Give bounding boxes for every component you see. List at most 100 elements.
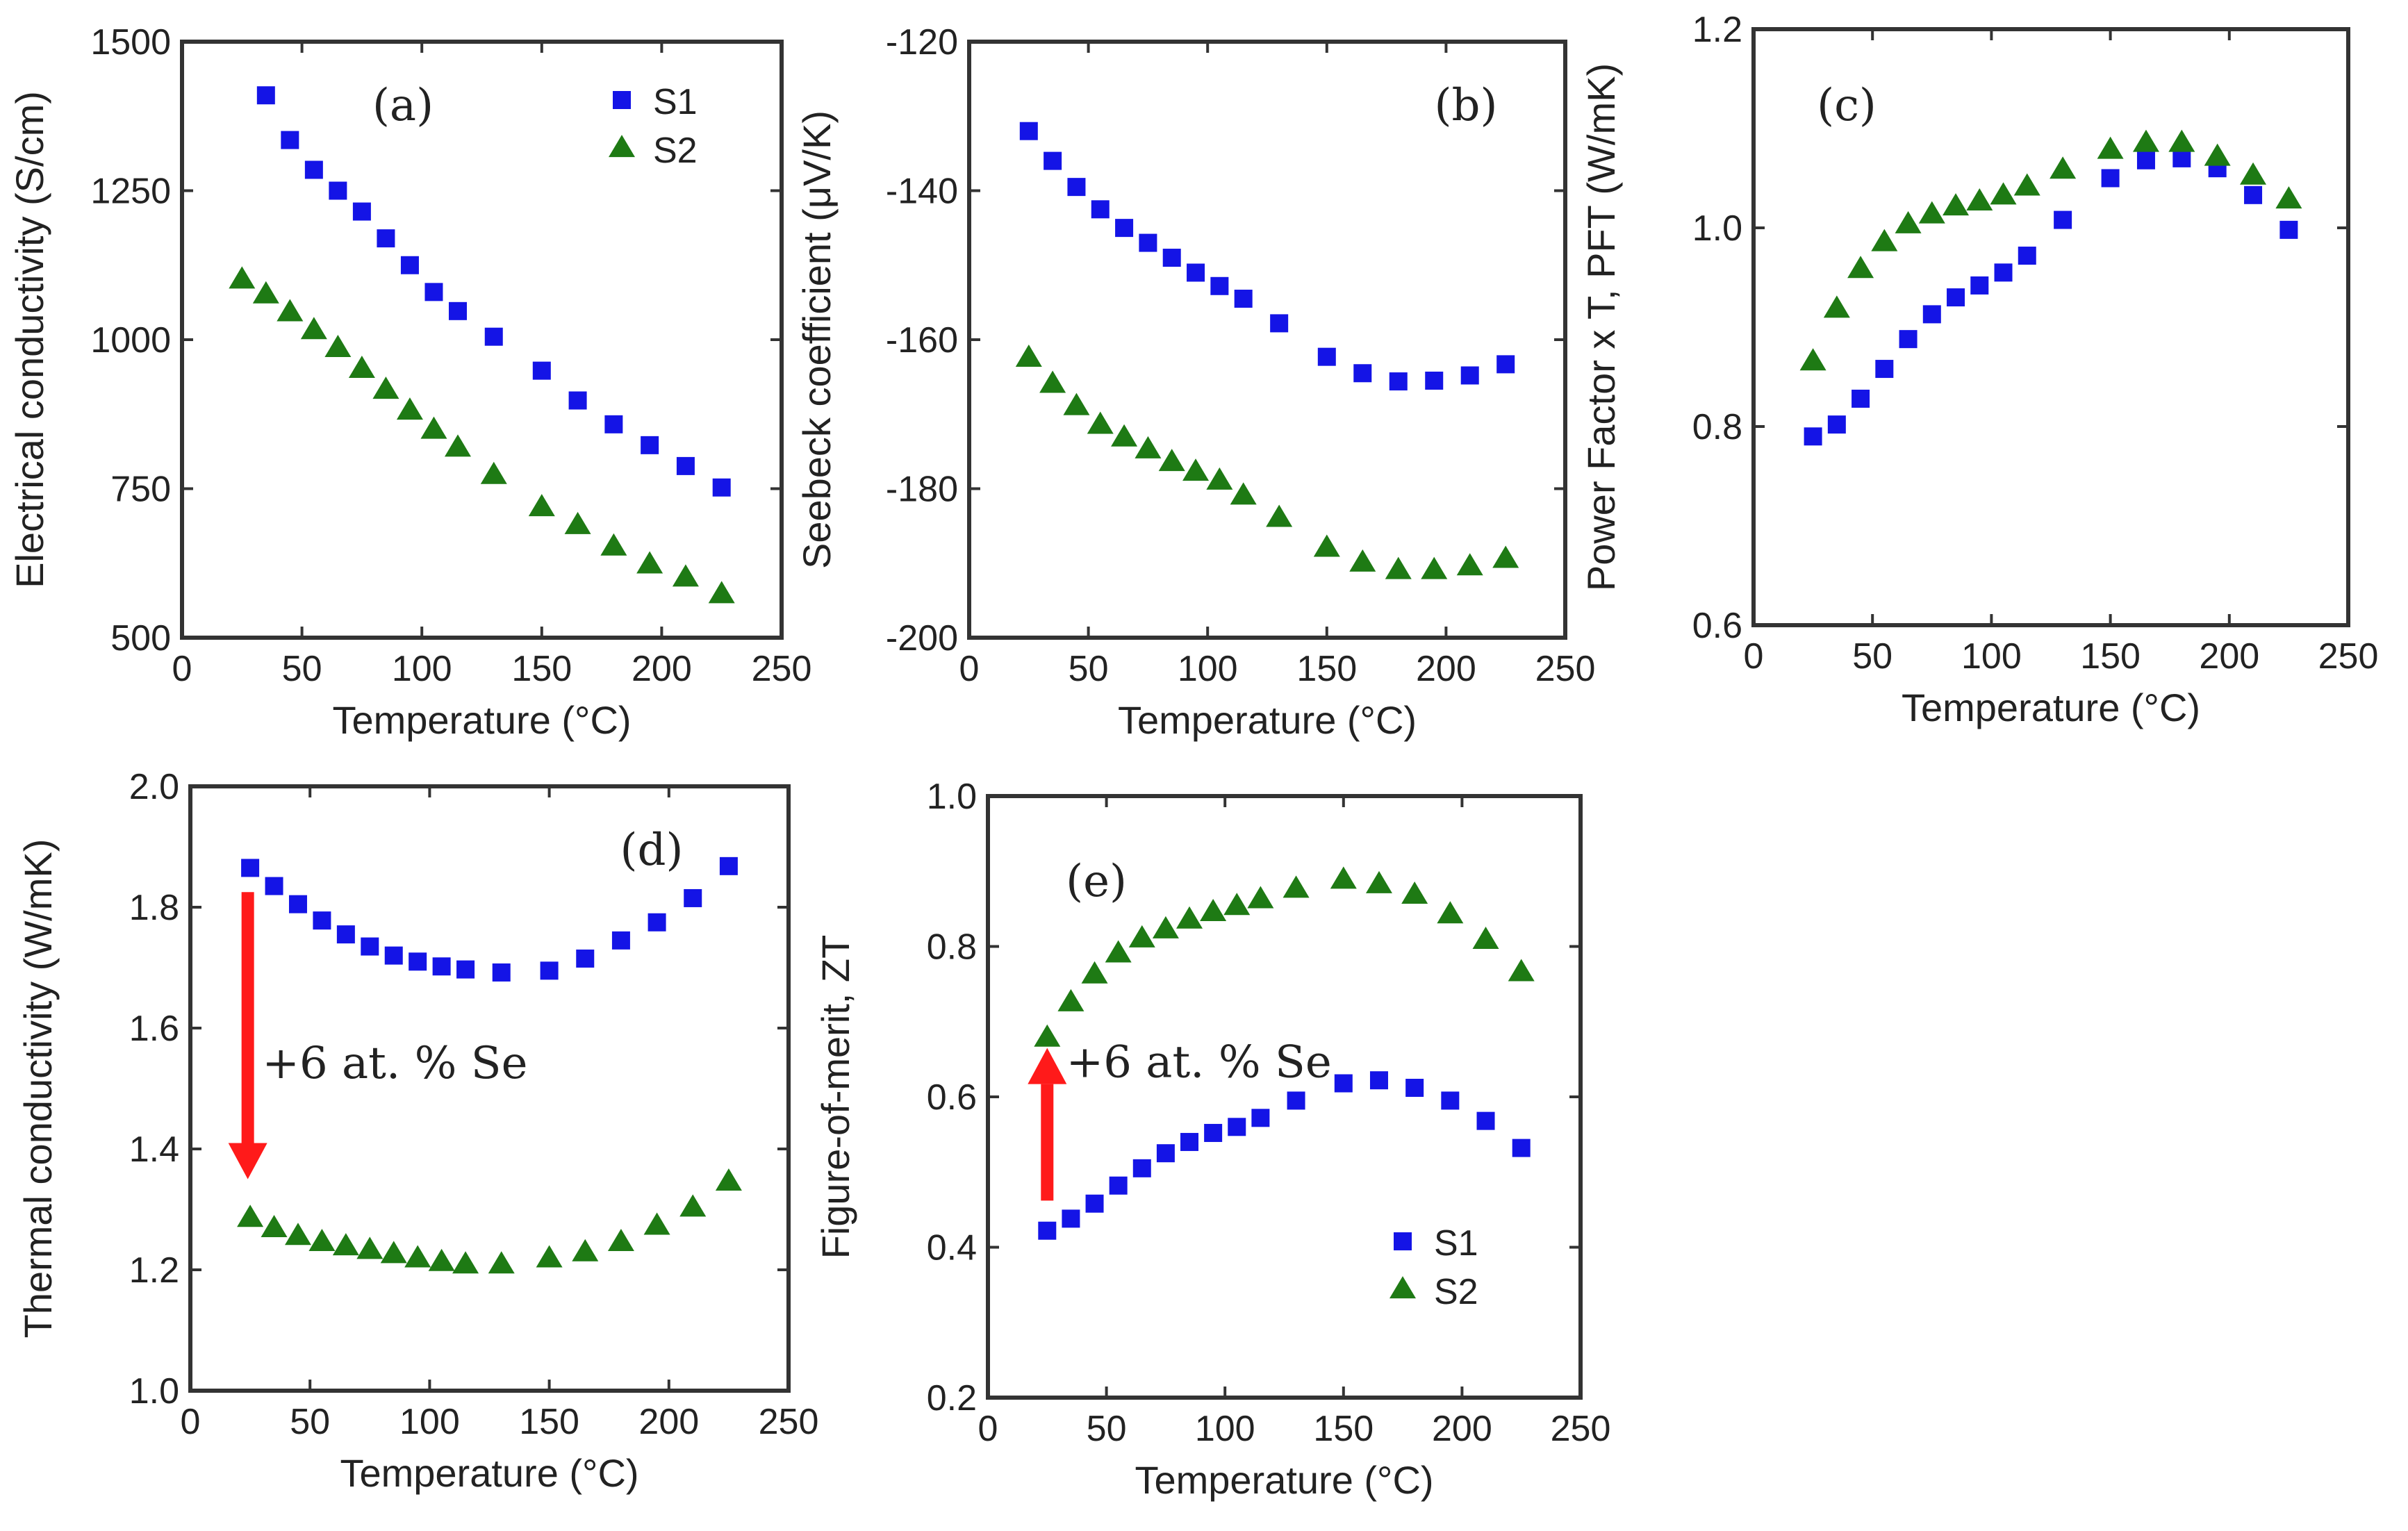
panel-e-xtick-label: 50 [1087, 1409, 1127, 1449]
panel-c-series-S2 [1799, 129, 2302, 371]
panel-b-tag: (b) [1435, 80, 1498, 131]
panel-a-ytick-label: 1000 [90, 320, 171, 361]
panel-a-tag: (a) [372, 80, 434, 131]
panel-c-s2-point [2168, 129, 2195, 152]
panel-d-ytick-label: 1.4 [129, 1129, 179, 1170]
panel-e-s2-point [1437, 901, 1464, 924]
panel-b-ytick-label: -200 [886, 618, 958, 659]
panel-e-legend-s1-label: S1 [1434, 1223, 1478, 1264]
panel-b-s2-point [1158, 449, 1185, 472]
panel-a-legend-s2-label: S2 [653, 131, 698, 171]
panel-d-xtick-label: 100 [399, 1402, 460, 1442]
panel-a-legend-s1-label: S1 [653, 82, 698, 122]
panel-d-s2-point [452, 1251, 479, 1274]
panel-e-ytick-label: 0.8 [927, 927, 977, 968]
panel-a-s1-point [256, 86, 275, 105]
panel-d-ytick-label: 1.8 [129, 888, 179, 928]
panel-d-ylabel: Thermal conductivity (W/mK) [16, 839, 60, 1339]
panel-e-s1-point [1334, 1074, 1353, 1093]
panel-e-s1-point [1287, 1091, 1305, 1110]
panel-a-s1-point [568, 391, 587, 410]
panel-a-ytick-label: 1500 [90, 22, 171, 63]
panel-e-s1-point [1038, 1221, 1057, 1240]
panel-b-s2-point [1087, 411, 1114, 434]
panel-d-note: +6 at. % Se [262, 1038, 527, 1089]
panel-e-s1-point [1062, 1209, 1080, 1228]
panel-c-s2-point [2204, 143, 2231, 166]
panel-c-s2-point [2132, 129, 2159, 152]
panel-d-tag: (d) [620, 825, 684, 876]
panel-d-s2-point [572, 1239, 599, 1261]
panel-b-s2-point [1266, 504, 1293, 527]
panel-c-xtick-label: 50 [1852, 636, 1892, 677]
panel-e-xtick-label: 0 [978, 1409, 998, 1449]
panel-e-s1-point [1180, 1132, 1199, 1151]
panel-b-s1-point [1317, 347, 1336, 366]
panel-a-s2-point [600, 533, 627, 556]
panel-e-ytick-label: 0.2 [927, 1378, 977, 1418]
panel-a-xtick-label: 100 [392, 649, 452, 689]
panel-e-s1-point [1109, 1176, 1128, 1195]
panel-d-s1-point [492, 963, 511, 982]
panel-e-s1-point [1132, 1159, 1151, 1177]
panel-e-xlabel: Temperature (°C) [1135, 1458, 1433, 1502]
panel-b-s1-point [1234, 290, 1253, 308]
panel-c-s2-point [2097, 136, 2124, 159]
panel-d-xlabel: Temperature (°C) [340, 1451, 638, 1495]
panel-c-frame [1751, 27, 2350, 627]
panel-a-s2-point [324, 335, 352, 358]
panel-e-s2-point [1223, 893, 1251, 916]
panel-d-s1-point [265, 877, 283, 895]
panel-b-ytick-label: -120 [886, 22, 958, 63]
panel-d-s2-point [284, 1223, 311, 1246]
panel-b-s2-point [1135, 436, 1162, 458]
panel-a-s1-point [281, 131, 299, 149]
panel-a-s2-point [480, 461, 507, 484]
panel-b-s2-point [1456, 553, 1483, 576]
panel-b-s1-point [1187, 263, 1205, 282]
panel-a-s1-point [604, 415, 623, 433]
panel-c-xtick-label: 100 [1961, 636, 2022, 677]
panel-e-s2-point [1152, 916, 1179, 938]
panel-e-s1-point [1204, 1123, 1223, 1142]
panel-d-s2-point [332, 1233, 359, 1256]
panel-b-series-S2 [1015, 344, 1519, 579]
panel-c-series-S1 [1804, 149, 2298, 446]
panel-b-s2-point [1111, 424, 1138, 447]
panel-e-note: +6 at. % Se [1066, 1036, 1332, 1088]
panel-d-xtick-label: 250 [759, 1402, 819, 1442]
panel-b-xtick-label: 100 [1178, 649, 1238, 689]
panel-b-xtick-label: 200 [1416, 649, 1476, 689]
panel-d-series-S1 [241, 856, 738, 982]
panel-a-s1-point [377, 229, 395, 248]
panel-e-s1-point [1476, 1111, 1495, 1130]
panel-e-s1-point [1251, 1109, 1270, 1127]
panel-d-s2-point [679, 1194, 707, 1217]
panel-d-arrow-head [228, 1143, 267, 1180]
panel-a-s2-point [636, 551, 663, 574]
panel-d-s1-point [540, 961, 559, 980]
panel-d-s1-point [361, 937, 379, 956]
panel-c-s2-point [1895, 210, 1922, 233]
panel-b-s2-point [1206, 467, 1233, 490]
panel-d-s2-point [356, 1236, 384, 1259]
panel-b-s1-point [1115, 219, 1134, 238]
panel-c-s1-point [1947, 288, 1965, 307]
panel-e-series-S1 [1038, 1071, 1531, 1240]
panel-e-s2-point [1247, 886, 1274, 909]
panel-a-s2-point [277, 299, 304, 322]
panel-b-xtick-label: 0 [959, 649, 980, 689]
panel-c-ylabel: Power Factor x T, PFT (W/mK) [1579, 63, 1623, 591]
panel-a-s2-point [564, 511, 591, 534]
panel-a-s2-point [300, 317, 327, 340]
panel-b-s1-point [1496, 355, 1515, 374]
panel-d-s2-point [237, 1205, 264, 1227]
panel-e: 0 50 100 150 200 250 0.2 0.4 0.6 0.8 1.0 Temperatur… [814, 777, 1610, 1502]
panel-b-s2-point [1015, 344, 1042, 367]
panel-d: 0 50 100 150 200 250 1.0 1.2 1.4 1.6 1.8 2.0 Tempera… [16, 767, 818, 1495]
panel-d-s1-point [432, 957, 451, 976]
panel-e-s2-point [1330, 866, 1357, 889]
panel-a-s2-point [348, 356, 375, 379]
panel-e-ylabel: Figure-of-merit, ZT [814, 935, 857, 1259]
panel-a-xtick-label: 50 [282, 649, 322, 689]
